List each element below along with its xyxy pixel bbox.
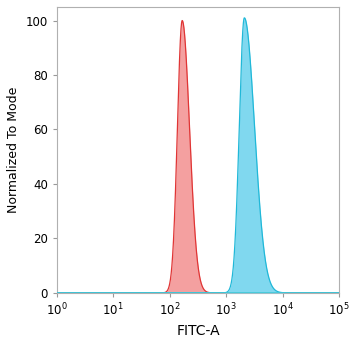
X-axis label: FITC-A: FITC-A xyxy=(176,324,220,338)
Y-axis label: Normalized To Mode: Normalized To Mode xyxy=(7,87,20,213)
